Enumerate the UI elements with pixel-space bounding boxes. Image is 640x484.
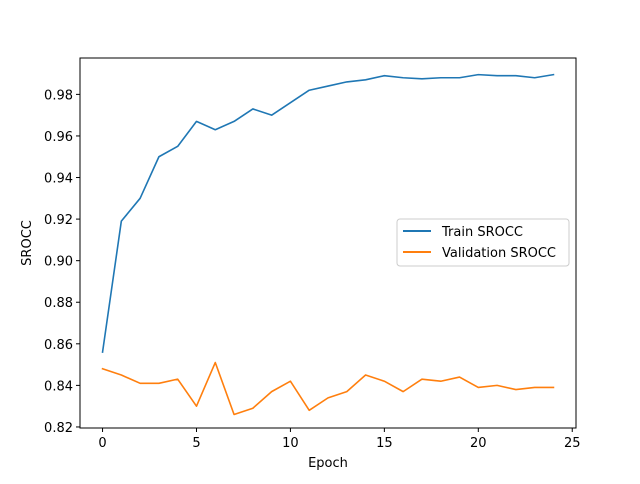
y-tick-label: 0.92 (44, 213, 73, 228)
series-line-1 (101, 361, 555, 416)
x-tick-label: 25 (564, 436, 581, 451)
legend-box (396, 218, 570, 267)
y-axis-ticks: 0.82 0.84 0.86 0.88 0.90 0.92 0.94 0.96 0.98 (44, 88, 80, 436)
x-tick-label: 0 (98, 436, 106, 451)
series-layer (101, 73, 555, 416)
series-line-0 (101, 73, 555, 354)
y-tick-label: 0.88 (44, 296, 73, 311)
x-tick-label: 10 (282, 436, 299, 451)
y-tick-label: 0.98 (44, 88, 73, 103)
y-tick-label: 0.90 (44, 255, 73, 270)
x-tick-label: 15 (376, 436, 393, 451)
x-axis-title: Epoch (308, 456, 348, 471)
y-tick-label: 0.96 (44, 130, 73, 145)
x-tick-label: 20 (470, 436, 487, 451)
y-tick-label: 0.84 (44, 379, 73, 394)
legend-label-train: Train SROCC (441, 225, 523, 240)
legend: Train SROCC Validation SROCC (396, 218, 570, 267)
x-tick-label: 5 (192, 436, 200, 451)
x-axis-ticks: 0 5 10 15 20 25 (98, 428, 581, 451)
plot-frame (79, 57, 577, 429)
y-tick-label: 0.94 (44, 172, 73, 187)
y-tick-label: 0.86 (44, 338, 73, 353)
legend-label-validation: Validation SROCC (442, 246, 556, 261)
y-tick-label: 0.82 (44, 421, 73, 436)
y-axis-title: SROCC (20, 220, 35, 266)
